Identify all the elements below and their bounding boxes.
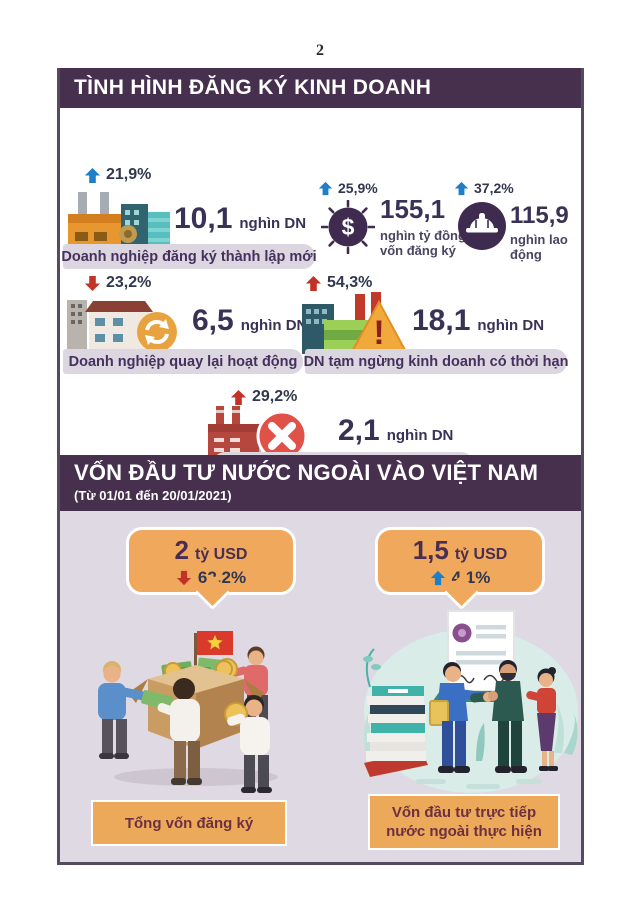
dissolved-unit: nghìn DN bbox=[386, 427, 454, 444]
new-reg-caption: Doanh nghiệp đăng ký thành lập mới bbox=[61, 244, 317, 269]
section-business-title: TÌNH HÌNH ĐĂNG KÝ KINH DOANH bbox=[74, 76, 432, 99]
new-reg-value: 10,1 bbox=[174, 202, 233, 235]
handshake-illustration bbox=[363, 610, 578, 793]
capital-unit-line1: nghìn tỷ đồng bbox=[380, 228, 466, 243]
up-arrow-icon bbox=[230, 389, 247, 405]
returned-change-value: 23,2% bbox=[106, 274, 152, 291]
factory-new-icon bbox=[68, 192, 170, 252]
section-business: 21,9% 10,1 nghìn DN Doanh nghiệp đăng ký… bbox=[60, 108, 581, 478]
capital-change-value: 25,9% bbox=[338, 180, 378, 196]
capital-unit: nghìn tỷ đồng vốn đăng ký bbox=[380, 228, 466, 258]
dissolved-value: 2,1 bbox=[338, 414, 380, 447]
suspended-value-row: 18,1 nghìn DN bbox=[412, 304, 544, 338]
down-arrow-icon bbox=[176, 570, 192, 585]
up-arrow-icon bbox=[84, 167, 101, 183]
registered-capital-unit: tỷ USD bbox=[195, 545, 248, 563]
implemented-fdi-bubble: 1,5 tỷ USD 4,1% bbox=[375, 527, 545, 611]
section-fdi: 2 tỷ USD 62,2% bbox=[60, 511, 581, 862]
labor-change-value: 37,2% bbox=[474, 180, 514, 196]
labor-value-row: 115,9 bbox=[510, 202, 569, 230]
registered-capital-label: Tổng vốn đăng ký bbox=[91, 800, 287, 846]
dollar-coin-icon: $ bbox=[321, 200, 375, 254]
factory-warning-icon: ! bbox=[302, 292, 407, 354]
suspended-caption: DN tạm ngừng kinh doanh có thời hạn bbox=[304, 349, 568, 374]
section-fdi-subtitle: (Từ 01/01 đến 20/01/2021) bbox=[74, 488, 232, 503]
svg-text:!: ! bbox=[373, 314, 384, 352]
up-arrow-icon bbox=[305, 275, 322, 291]
new-reg-unit: nghìn DN bbox=[239, 215, 307, 232]
capital-value: 155,1 bbox=[380, 194, 446, 224]
new-reg-value-row: 10,1 nghìn DN bbox=[174, 202, 306, 236]
registered-capital-label-text: Tổng vốn đăng ký bbox=[124, 814, 254, 832]
svg-text:$: $ bbox=[342, 214, 355, 240]
section-fdi-header: VỐN ĐẦU TƯ NƯỚC NGOÀI VÀO VIỆT NAM (Từ 0… bbox=[60, 455, 581, 511]
dissolved-change-value: 29,2% bbox=[252, 388, 298, 405]
capital-change: 25,9% bbox=[318, 180, 378, 196]
labor-change: 37,2% bbox=[454, 180, 514, 196]
suspended-unit: nghìn DN bbox=[477, 317, 545, 334]
registered-capital-bubble: 2 tỷ USD 62,2% bbox=[126, 527, 296, 611]
suspended-value: 18,1 bbox=[412, 304, 471, 337]
implemented-fdi-value-row: 1,5 tỷ USD bbox=[413, 535, 508, 566]
capital-value-row: 155,1 bbox=[380, 194, 445, 225]
labor-value: 115,9 bbox=[510, 202, 569, 229]
money-box-illustration bbox=[98, 631, 278, 793]
up-arrow-icon bbox=[318, 181, 333, 195]
suspended-change-value: 54,3% bbox=[327, 274, 373, 291]
returned-caption: Doanh nghiệp quay lại hoạt động bbox=[63, 349, 303, 374]
implemented-fdi-label-line1: Vốn đầu tư trực tiếp bbox=[391, 804, 537, 821]
capital-unit-line2: vốn đăng ký bbox=[380, 243, 456, 258]
helmet-icon bbox=[458, 202, 506, 250]
new-reg-change-value: 21,9% bbox=[106, 166, 152, 183]
infographic-board: TÌNH HÌNH ĐĂNG KÝ KINH DOANH 21,9% 10,1 … bbox=[57, 68, 584, 865]
labor-unit: nghìn lao động bbox=[510, 232, 568, 262]
suspended-change: 54,3% bbox=[305, 274, 372, 292]
implemented-fdi-label: Vốn đầu tư trực tiếp nước ngoài thực hiệ… bbox=[368, 794, 560, 850]
dissolved-value-row: 2,1 nghìn DN bbox=[338, 414, 453, 448]
registered-capital-value: 2 bbox=[174, 534, 189, 565]
returned-value: 6,5 bbox=[192, 304, 234, 337]
implemented-fdi-value: 1,5 bbox=[412, 534, 449, 565]
new-reg-change: 21,9% bbox=[84, 166, 151, 184]
dissolved-change: 29,2% bbox=[230, 388, 297, 406]
implemented-fdi-unit: tỷ USD bbox=[454, 545, 508, 563]
section-fdi-title: VỐN ĐẦU TƯ NƯỚC NGOÀI VÀO VIỆT NAM bbox=[74, 460, 539, 485]
page-number: 2 bbox=[316, 42, 324, 59]
returned-unit: nghìn DN bbox=[240, 317, 308, 334]
implemented-fdi-label-line2: nước ngoài thực hiện bbox=[386, 823, 542, 840]
down-arrow-icon bbox=[84, 275, 101, 291]
returned-change: 23,2% bbox=[84, 274, 151, 292]
registered-capital-value-row: 2 tỷ USD bbox=[175, 535, 248, 566]
returned-value-row: 6,5 nghìn DN bbox=[192, 304, 307, 338]
section-business-header: TÌNH HÌNH ĐĂNG KÝ KINH DOANH bbox=[60, 68, 581, 108]
up-arrow-icon bbox=[430, 570, 445, 585]
up-arrow-icon bbox=[454, 181, 469, 195]
building-restart-icon bbox=[67, 300, 177, 352]
